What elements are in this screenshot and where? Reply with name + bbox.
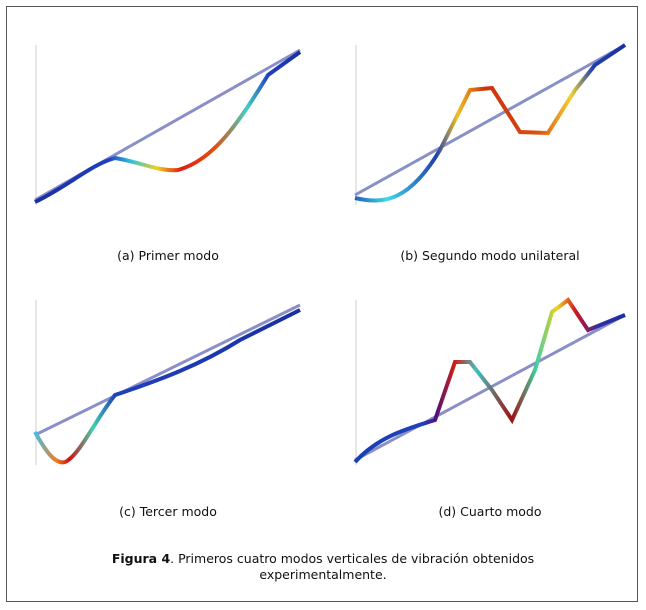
panel-caption: (a) Primer modo xyxy=(18,248,318,263)
figure-caption: Figura 4. Primeros cuatro modos vertical… xyxy=(83,551,563,583)
mode-shape xyxy=(35,52,300,202)
bridge-line xyxy=(35,305,300,435)
bridge-line xyxy=(355,45,625,195)
page: (a) Primer modo (b) Segundo modo unilate… xyxy=(0,0,646,610)
panel-caption: (d) Cuarto modo xyxy=(340,504,640,519)
figure-label: Figura 4 xyxy=(112,551,170,566)
mode-shape xyxy=(35,310,300,462)
panel-caption: (c) Tercer modo xyxy=(18,504,318,519)
figure-text: . Primeros cuatro modos verticales de vi… xyxy=(170,551,534,582)
panel-caption: (b) Segundo modo unilateral xyxy=(340,248,640,263)
